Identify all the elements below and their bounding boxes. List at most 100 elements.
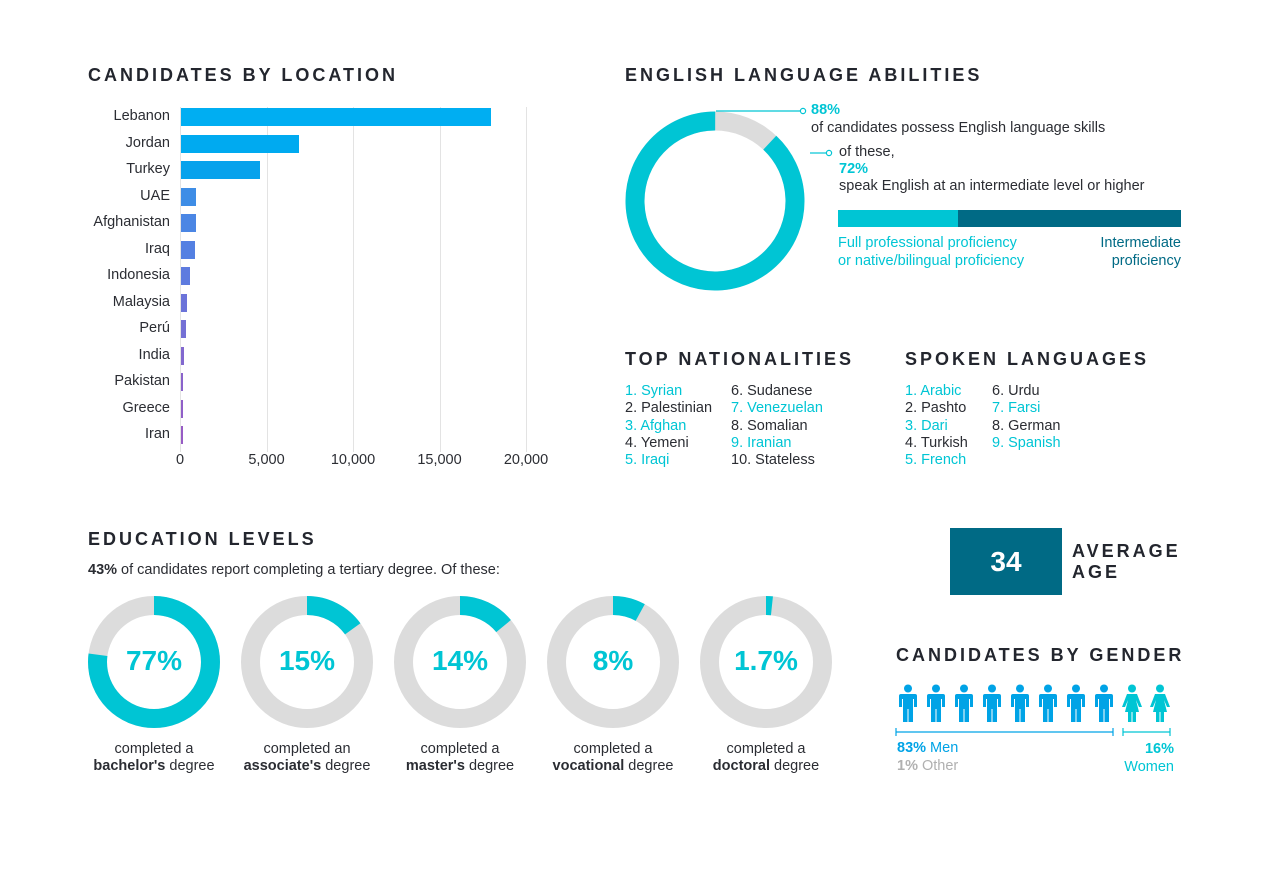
list-item: 6. Sudanese <box>731 383 813 399</box>
bar-greece <box>180 399 184 418</box>
education-intro-pct: 43% <box>88 562 118 578</box>
gridline <box>526 107 527 452</box>
education-donut <box>88 596 220 728</box>
caption-line2: bachelor's degree <box>68 758 240 775</box>
women-stat: 16% Women <box>1110 740 1174 776</box>
list-item: 4. Turkish <box>905 434 968 451</box>
education-donut <box>241 596 373 728</box>
english-pct-1: 88% <box>811 102 841 118</box>
languages-col2: 6. Urdu 7. Farsi 8. German 9. Spanish <box>992 383 1061 452</box>
category-label: Perú <box>139 320 170 336</box>
education-caption: completed a master's degree <box>374 741 546 775</box>
proficiency-bar <box>838 210 1181 227</box>
bar-turkey <box>180 161 260 179</box>
caption-bold: doctoral <box>712 758 770 774</box>
caption-bold: master's <box>405 758 465 774</box>
caption-line2: master's degree <box>374 758 546 775</box>
man-icon <box>899 684 917 722</box>
donut-arc <box>241 596 373 728</box>
category-label: Pakistan <box>114 373 170 389</box>
bar-jordan <box>180 134 300 153</box>
location-title: CANDIDATES BY LOCATION <box>88 65 399 85</box>
donut-arc <box>700 596 832 728</box>
languages-title: SPOKEN LANGUAGES <box>905 349 1150 369</box>
connector-dot <box>799 107 807 115</box>
man-icon <box>1039 684 1057 722</box>
english-text-1: of candidates possess English language s… <box>811 120 1106 136</box>
x-tick-label: 0 <box>175 452 185 468</box>
bar-indonesia <box>180 267 191 285</box>
proficiency-intermediate-label: Intermediate proficiency <box>1040 234 1181 270</box>
gridline <box>439 107 441 452</box>
education-pct-label: 14% <box>431 645 489 676</box>
education-intro-text: of candidates report completing a tertia… <box>117 562 500 578</box>
caption-bold: vocational <box>552 758 625 774</box>
category-label: Afghanistan <box>93 214 170 230</box>
category-label: UAE <box>140 187 170 204</box>
english-title: ENGLISH LANGUAGE ABILITIES <box>625 65 983 85</box>
bar-india <box>180 346 185 365</box>
other-stat: 1% Other <box>897 758 958 774</box>
caption-line2: vocational degree <box>527 758 699 775</box>
category-label: India <box>138 346 170 363</box>
proficiency-bar-full <box>838 210 959 227</box>
caption-rest: degree <box>165 758 215 774</box>
caption-rest: degree <box>770 758 820 774</box>
caption-line1: completed a <box>573 741 653 757</box>
education-pct-label: 1.7% <box>734 645 798 676</box>
category-label: Jordan <box>125 134 170 151</box>
women-label: Women <box>1124 759 1174 775</box>
bar-iran <box>180 426 183 444</box>
other-pct: 1% <box>897 758 918 774</box>
bar-malaysia <box>180 293 187 312</box>
education-donut <box>394 596 526 728</box>
bar-pakistan <box>180 373 184 391</box>
caption-rest: degree <box>464 758 515 774</box>
bar-per <box>180 320 187 338</box>
donut-arc <box>394 596 526 728</box>
woman-icon <box>1122 684 1142 722</box>
bar-uae <box>180 187 196 206</box>
connector-dot <box>825 149 833 157</box>
education-caption: completed an associate's degree <box>221 741 393 775</box>
men-label: Men <box>926 740 959 756</box>
category-label: Iraq <box>145 240 170 257</box>
nationalities-title: TOP NATIONALITIES <box>625 349 855 369</box>
caption-line1: completed a <box>114 741 194 757</box>
proficiency-bar-intermediate <box>958 210 1181 227</box>
bar-lebanon <box>180 108 492 126</box>
list-item: 9. Spanish <box>992 434 1061 451</box>
average-age-label-line2: AGE <box>1072 562 1121 582</box>
bar-iraq <box>180 240 196 259</box>
list-item: 2. Pashto <box>905 400 967 417</box>
list-item: 9. Iranian <box>731 434 792 451</box>
list-item: 7. Farsi <box>992 400 1041 417</box>
category-label: Malaysia <box>112 293 170 310</box>
women-pct: 16% <box>1144 741 1174 757</box>
proficiency-full-label: Full professional proficiency or native/… <box>838 234 1024 270</box>
education-pct-label: 8% <box>592 645 634 676</box>
category-label: Greece <box>122 399 170 416</box>
category-label: Turkey <box>126 161 170 177</box>
list-item: 4. Yemeni <box>625 434 689 451</box>
men-stat: 83% Men <box>897 740 958 756</box>
education-caption: completed a vocational degree <box>527 741 699 775</box>
caption-rest: degree <box>321 758 371 774</box>
nationalities-col2: 6. Sudanese 7. Venezuelan 8. Somalian 9.… <box>731 383 823 469</box>
education-title: EDUCATION LEVELS <box>88 529 317 549</box>
gridline <box>353 107 354 452</box>
list-item: 5. Iraqi <box>625 452 670 469</box>
list-item: 8. German <box>992 417 1061 434</box>
average-age-label-line1: AVERAGE <box>1072 541 1181 561</box>
men-pct: 83% <box>897 740 927 756</box>
list-item: 7. Venezuelan <box>731 400 823 417</box>
gender-title: CANDIDATES BY GENDER <box>896 645 1185 665</box>
list-item: 3. Afghan <box>625 417 687 434</box>
languages-col1: 1. Arabic 2. Pashto 3. Dari 4. Turkish 5… <box>905 383 968 469</box>
y-axis-line <box>180 107 181 452</box>
proficiency-full-label-line1: Full professional proficiency <box>838 235 1017 251</box>
category-label: Iran <box>145 426 170 442</box>
nationalities-col1: 1. Syrian 2. Palestinian 3. Afghan 4. Ye… <box>625 383 712 469</box>
category-label: Indonesia <box>107 267 170 283</box>
man-icon <box>927 684 945 722</box>
